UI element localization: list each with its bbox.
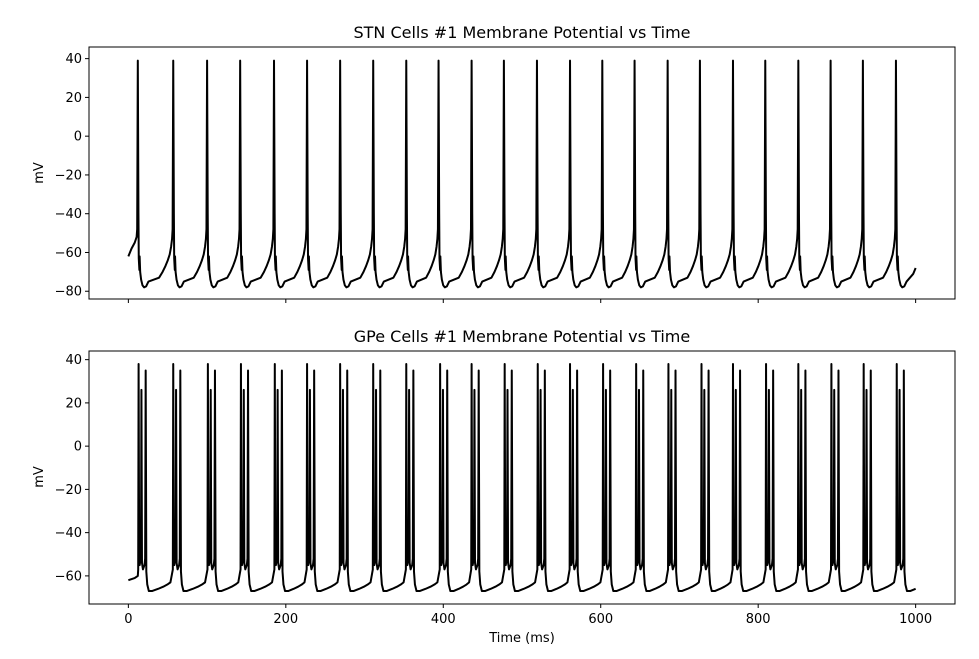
y-tick-label: 40 (65, 353, 82, 368)
y-tick-label: −40 (55, 526, 82, 541)
y-tick-label: 20 (65, 91, 82, 106)
y-tick-label: 40 (65, 52, 82, 67)
gpe-trace (128, 362, 917, 593)
x-axis-label: Time (ms) (488, 631, 555, 646)
x-tick-label: 0 (124, 612, 132, 627)
x-tick-label: 200 (273, 612, 298, 627)
gpe-panel: GPe Cells #1 Membrane Potential vs Time … (32, 327, 956, 646)
stn-chart-title: STN Cells #1 Membrane Potential vs Time (353, 23, 690, 42)
y-tick-label: −40 (55, 207, 82, 222)
y-tick-label: 0 (74, 130, 82, 145)
stn-y-axis-label: mV (32, 162, 47, 184)
stn-ticks: 40 20 0 −20 −40 −60 −80 (55, 52, 917, 303)
gpe-chart-title: GPe Cells #1 Membrane Potential vs Time (354, 327, 690, 346)
x-tick-label: 400 (431, 612, 456, 627)
y-tick-label: 0 (74, 440, 82, 455)
stn-panel: STN Cells #1 Membrane Potential vs Time … (32, 23, 956, 303)
gpe-y-axis-label: mV (32, 466, 47, 488)
y-tick-label: 20 (65, 396, 82, 411)
stn-plot-frame (88, 46, 956, 300)
x-tick-label: 1000 (899, 612, 932, 627)
y-tick-label: −60 (55, 246, 82, 261)
y-tick-label: −20 (55, 483, 82, 498)
x-tick-label: 800 (746, 612, 771, 627)
y-tick-label: −60 (55, 569, 82, 584)
y-tick-label: −20 (55, 168, 82, 183)
x-tick-label: 600 (588, 612, 613, 627)
stn-trace (127, 59, 917, 289)
gpe-plot-frame (88, 350, 956, 605)
y-tick-label: −80 (55, 285, 82, 300)
